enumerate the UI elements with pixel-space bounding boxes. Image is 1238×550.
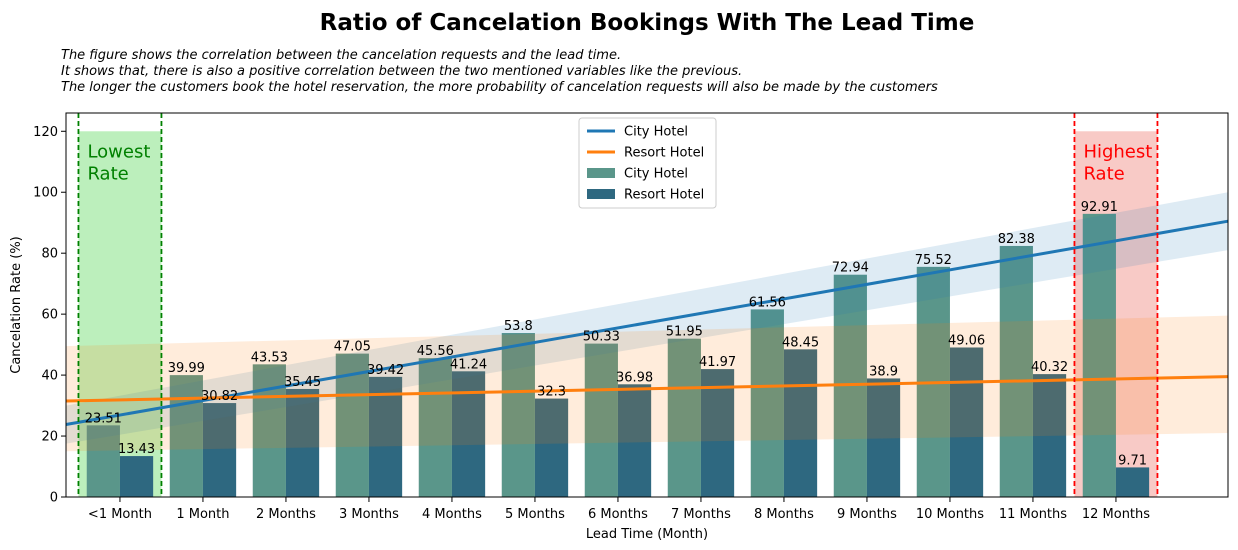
bar-resort-12 [1115,467,1150,497]
y-tick-label-60: 60 [41,308,58,323]
data-label-city-4: 45.56 [417,344,454,359]
data-label-resort-9: 38.9 [869,364,898,379]
legend-box [578,117,717,209]
data-label-city-9: 72.94 [832,261,869,276]
bar-city-6 [584,343,618,497]
x-tick-label-11: 11 Months [999,507,1067,522]
data-label-city-10: 75.52 [915,253,952,268]
regression-line-0 [65,219,1229,426]
regression-band-1 [66,315,1228,452]
axes-frame [65,112,1229,498]
x-tick-label-5: 5 Months [505,507,565,522]
y-tick-label-100: 100 [33,186,58,201]
x-tick-label-7: 7 Months [671,507,731,522]
x-tick-label-12: 12 Months [1082,507,1150,522]
chart-subtitle-line-3: The longer the customers book the hotel … [61,80,938,95]
legend-label-2: City Hotel [624,167,688,182]
data-label-city-3: 47.05 [334,340,371,355]
highlight-label-1-0: Highest [1083,141,1152,162]
x-tick-label-9: 9 Months [837,507,897,522]
bar-resort-1 [202,403,237,497]
x-tick-label-8: 8 Months [754,507,814,522]
bar-city-1 [169,375,203,497]
x-tick-label-2: 2 Months [256,507,316,522]
bar-resort-0 [119,456,154,497]
bar-resort-5 [534,398,569,497]
data-label-resort-5: 32.3 [537,385,566,400]
data-label-resort-0: 13.43 [118,442,155,457]
data-label-resort-8: 48.45 [782,335,819,350]
bar-resort-7 [700,369,735,497]
chart-subtitle-line-2: It shows that, there is also a positive … [61,64,742,79]
data-label-resort-11: 40.32 [1031,360,1068,375]
data-label-city-2: 43.53 [251,350,288,365]
bar-resort-8 [783,349,818,497]
regression-line-1 [65,375,1229,403]
legend-label-1: Resort Hotel [624,146,704,161]
data-label-resort-12: 9.71 [1118,453,1147,468]
bar-resort-9 [866,378,901,497]
regression-band-0 [66,192,1228,444]
y-axis-label: Cancelation Rate (%) [9,236,24,373]
legend-patch-2 [587,168,615,178]
x-axis-label: Lead Time (Month) [586,527,708,542]
bar-city-8 [750,309,784,497]
bar-city-0 [86,425,120,497]
highlight-label-0-1: Rate [87,163,128,184]
data-label-resort-6: 36.98 [616,370,653,385]
x-tick-label-6: 6 Months [588,507,648,522]
y-tick-label-120: 120 [33,125,58,140]
data-label-city-8: 61.56 [749,295,786,310]
data-label-city-0: 23.51 [85,411,122,426]
bar-resort-10 [949,347,984,497]
y-tick-label-40: 40 [41,369,58,384]
bar-resort-3 [368,376,403,497]
data-label-resort-10: 49.06 [948,333,985,348]
x-tick-label-1: 1 Month [176,507,229,522]
data-label-city-1: 39.99 [168,361,205,376]
x-tick-label-3: 3 Months [339,507,399,522]
y-tick-label-0: 0 [50,491,58,506]
data-label-resort-4: 41.24 [450,357,487,372]
data-label-city-5: 53.8 [504,319,533,334]
highlight-label-1-1: Rate [1083,163,1124,184]
data-label-resort-1: 30.82 [201,389,238,404]
chart-title: Ratio of Cancelation Bookings With The L… [320,10,975,36]
plot-area: LowestRateHighestRate23.5113.4339.9930.8… [33,112,1229,522]
bar-city-5 [501,333,535,497]
x-tick-label-0: <1 Month [88,507,152,522]
data-label-resort-7: 41.97 [699,355,736,370]
bar-resort-6 [617,384,652,497]
data-label-resort-3: 39.42 [367,363,404,378]
data-label-resort-2: 35.45 [284,375,321,390]
legend-patch-3 [587,189,615,199]
data-label-city-7: 51.95 [666,325,703,340]
chart-subtitle-line-1: The figure shows the correlation between… [61,48,621,63]
bar-resort-2 [285,388,320,497]
data-label-city-11: 82.38 [998,232,1035,247]
bar-city-4 [418,358,452,497]
highlight-label-0-0: Lowest [87,141,150,162]
bar-resort-11 [1032,374,1067,497]
y-tick-label-20: 20 [41,430,58,445]
x-tick-label-10: 10 Months [916,507,984,522]
data-label-city-6: 50.33 [583,330,620,345]
x-tick-label-4: 4 Months [422,507,482,522]
legend-label-3: Resort Hotel [624,188,704,203]
legend-label-0: City Hotel [624,125,688,140]
bar-city-7 [667,338,701,497]
y-tick-label-80: 80 [41,247,58,262]
bar-city-11 [999,245,1033,497]
bar-city-12 [1082,213,1116,498]
data-label-city-12: 92.91 [1081,200,1118,215]
